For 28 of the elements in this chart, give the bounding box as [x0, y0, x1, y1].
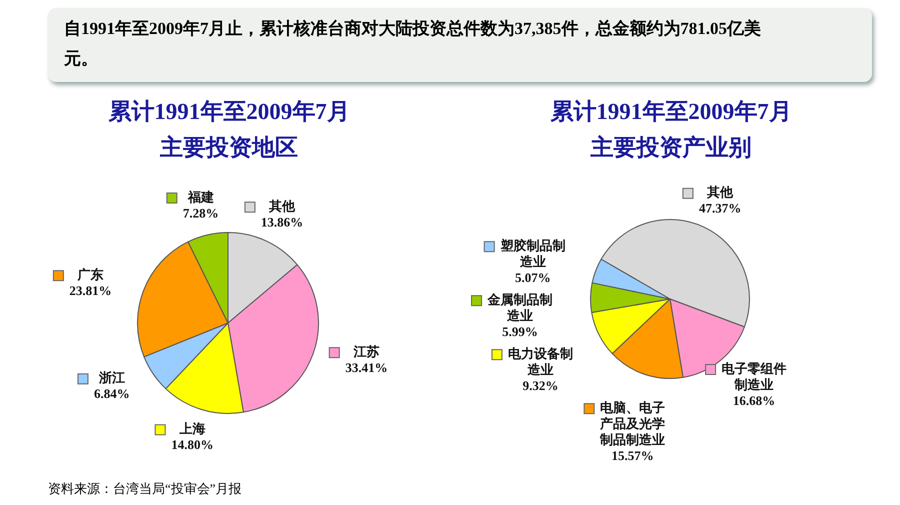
legend-label: 其他: [706, 184, 734, 200]
legend-label: 广东: [76, 266, 104, 282]
legend-label: 浙江: [98, 370, 125, 386]
data-label: 7.28%: [182, 205, 219, 220]
legend-label: 上海: [178, 421, 206, 436]
chart-title: 累计1991年至2009年7月主要投资地区: [107, 98, 351, 162]
chart-title: 累计1991年至2009年7月主要投资产业别: [549, 98, 793, 162]
text: 自1991年至2009年7月止，累计核准台商对大陆投资总件数为37,385件，总金额约为781.05亿美元。: [48, 8, 872, 82]
legend-label: 电力设备制造业: [508, 346, 573, 377]
legend-label: 电子零组件制造业: [722, 360, 787, 392]
legend-label: 其他: [268, 198, 296, 214]
data-label: 6.84%: [94, 386, 130, 402]
data-label: 16.68%: [732, 392, 776, 408]
legend-label: 江苏: [352, 344, 380, 360]
data-label: 9.32%: [522, 378, 558, 393]
data-label: 15.57%: [612, 448, 654, 463]
data-label: 47.37%: [698, 200, 742, 216]
text: 资料来源：台湾当局“投审会”月报: [48, 480, 242, 498]
data-label: 5.99%: [502, 324, 538, 339]
legend-label: 塑胶制品制造业: [499, 238, 566, 269]
legend-label: 福建: [186, 189, 214, 204]
data-label: 13.86%: [260, 214, 304, 230]
legend-label: 电脑、电子产品及光学制品制造业: [599, 400, 666, 447]
data-label: 33.41%: [345, 360, 388, 376]
legend-label: 金属制品制造业: [486, 292, 553, 323]
data-label: 23.81%: [69, 282, 112, 298]
data-label: 14.80%: [171, 437, 214, 452]
data-label: 5.07%: [514, 270, 551, 285]
